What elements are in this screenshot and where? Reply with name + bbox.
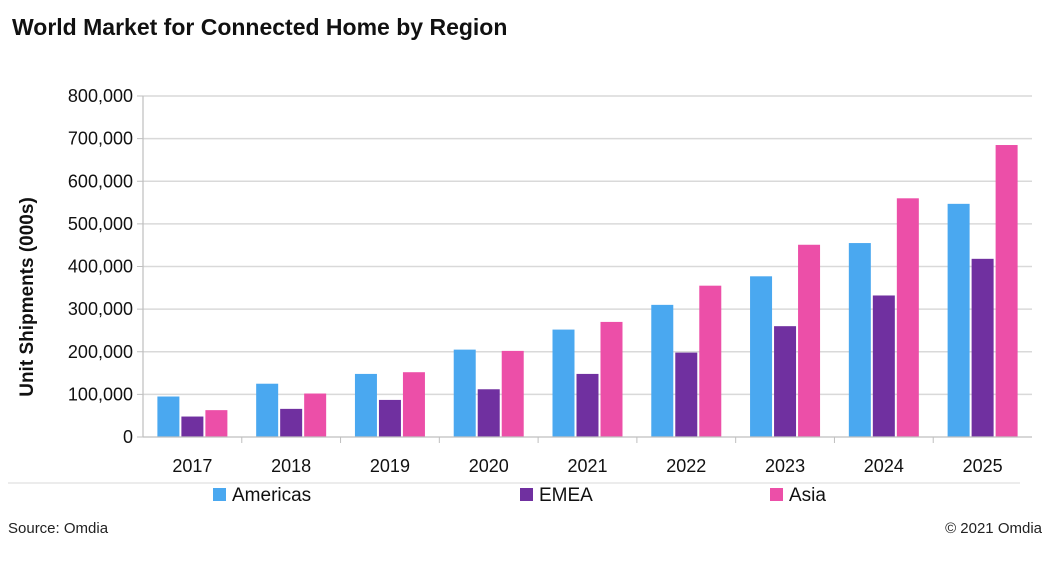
y-tick-label: 0 [123,427,133,447]
bar-asia-2017 [205,410,228,437]
bar-asia-2020 [501,350,524,437]
bar-emea-2019 [378,399,401,437]
y-tick-label: 200,000 [68,342,133,362]
y-tick-labels: 0 100,000 200,000 300,000 400,000 500,000 600,… [68,86,133,447]
x-tick-label: 2018 [271,456,311,476]
chart-title: World Market for Connected Home by Regio… [12,14,508,40]
legend-swatch-emea [520,488,533,501]
legend-swatch-americas [213,488,226,501]
legend-label-emea: EMEA [539,485,593,506]
bar-emea-2023 [774,326,797,437]
bar-emea-2020 [477,389,500,437]
source-note: Source: Omdia [8,520,109,537]
bar-americas-2025 [947,203,970,437]
y-tick-label: 500,000 [68,214,133,234]
x-tick-label: 2023 [765,456,805,476]
y-tick-label: 300,000 [68,299,133,319]
x-tick-label: 2025 [963,456,1003,476]
bar-americas-2024 [848,243,871,437]
x-tick-label: 2017 [172,456,212,476]
y-axis-label: Unit Shipments (000s) [17,197,38,397]
bar-asia-2025 [995,145,1018,438]
bar-emea-2021 [576,373,599,437]
bar-asia-2023 [798,244,821,437]
bar-americas-2018 [256,383,279,437]
x-tick-label: 2022 [666,456,706,476]
legend-label-asia: Asia [789,485,826,506]
bar-emea-2025 [971,258,994,437]
copyright-note: © 2021 Omdia [945,520,1042,537]
x-tick-labels: 2017 2018 2019 2020 2021 2022 2023 2024 2025 [172,456,1002,476]
bar-emea-2022 [675,352,698,437]
bars [157,145,1018,438]
bar-asia-2018 [304,393,327,437]
bar-americas-2020 [453,349,476,437]
bar-asia-2024 [896,198,919,437]
legend: Americas EMEA Asia [213,485,826,506]
axes [142,96,1032,443]
bar-emea-2018 [280,408,303,437]
y-tick-label: 100,000 [68,384,133,404]
y-tick-label: 600,000 [68,171,133,191]
legend-label-americas: Americas [232,485,311,506]
legend-swatch-asia [770,488,783,501]
bar-asia-2021 [600,321,623,437]
x-tick-label: 2019 [370,456,410,476]
bar-asia-2019 [402,372,425,437]
bar-americas-2019 [354,373,377,437]
bar-americas-2017 [157,396,180,437]
y-tick-label: 700,000 [68,129,133,149]
y-tick-label: 800,000 [68,86,133,106]
bar-americas-2023 [750,276,773,437]
y-tick-label: 400,000 [68,257,133,277]
x-tick-label: 2020 [469,456,509,476]
bar-americas-2021 [552,329,575,437]
x-tick-label: 2021 [567,456,607,476]
x-tick-label: 2024 [864,456,904,476]
bar-asia-2022 [699,285,722,437]
bar-emea-2024 [872,295,895,437]
bar-americas-2022 [651,304,674,437]
bar-emea-2017 [181,416,204,437]
